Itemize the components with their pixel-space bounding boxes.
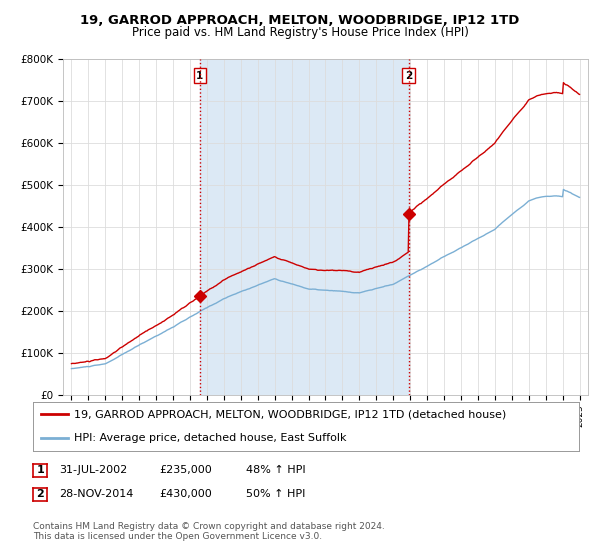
Text: 2: 2	[37, 489, 44, 500]
Text: 1: 1	[196, 71, 203, 81]
Text: 19, GARROD APPROACH, MELTON, WOODBRIDGE, IP12 1TD (detached house): 19, GARROD APPROACH, MELTON, WOODBRIDGE,…	[74, 409, 506, 419]
Text: 2: 2	[405, 71, 412, 81]
Text: 31-JUL-2002: 31-JUL-2002	[59, 465, 127, 475]
Text: 1: 1	[37, 465, 44, 475]
Text: 19, GARROD APPROACH, MELTON, WOODBRIDGE, IP12 1TD: 19, GARROD APPROACH, MELTON, WOODBRIDGE,…	[80, 14, 520, 27]
Text: Price paid vs. HM Land Registry's House Price Index (HPI): Price paid vs. HM Land Registry's House …	[131, 26, 469, 39]
Text: 28-NOV-2014: 28-NOV-2014	[59, 489, 133, 500]
Text: £430,000: £430,000	[159, 489, 212, 500]
Text: 50% ↑ HPI: 50% ↑ HPI	[246, 489, 305, 500]
Text: £235,000: £235,000	[159, 465, 212, 475]
Text: Contains HM Land Registry data © Crown copyright and database right 2024.
This d: Contains HM Land Registry data © Crown c…	[33, 522, 385, 542]
Text: 48% ↑ HPI: 48% ↑ HPI	[246, 465, 305, 475]
Text: HPI: Average price, detached house, East Suffolk: HPI: Average price, detached house, East…	[74, 433, 346, 443]
Bar	[200, 59, 409, 395]
